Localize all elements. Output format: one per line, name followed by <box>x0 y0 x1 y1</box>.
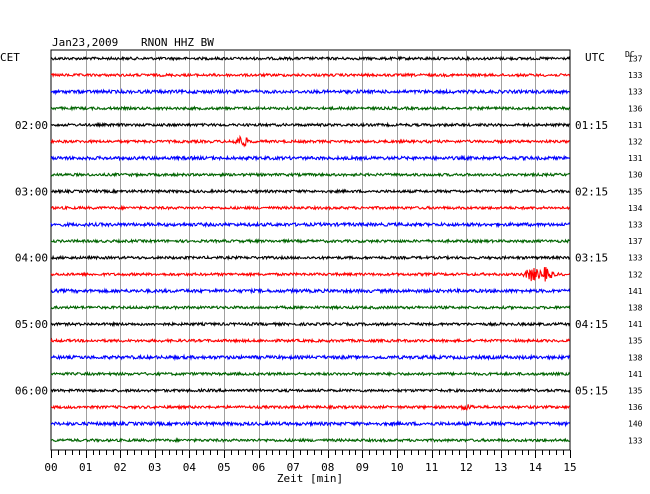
seismic-traces <box>50 55 571 444</box>
plot-frame <box>50 49 571 451</box>
trace-14 <box>50 287 571 295</box>
right-hour-label: 05:15 <box>575 385 608 398</box>
dc-value: 136 <box>628 403 643 412</box>
x-tick-label: 15 <box>563 461 576 474</box>
left-hour-label: 05:00 <box>15 318 48 331</box>
dc-value: 133 <box>628 436 643 445</box>
trace-16 <box>50 320 571 328</box>
left-hour-label: 06:00 <box>15 385 48 398</box>
dc-value: 133 <box>628 221 643 230</box>
trace-5 <box>50 134 570 148</box>
trace-20 <box>50 387 571 394</box>
dc-offset-values: 137 133 133 136 131 132 131 130 135 134 133 137 133 1… <box>628 55 643 446</box>
x-tick-label: 14 <box>529 461 543 474</box>
x-tick-label: 08 <box>321 461 334 474</box>
x-tick-label: 05 <box>217 461 230 474</box>
trace-12 <box>50 254 571 261</box>
x-tick-label: 09 <box>356 461 369 474</box>
dc-value: 131 <box>628 154 643 163</box>
trace-9 <box>50 204 571 212</box>
x-tick-label: 06 <box>252 461 265 474</box>
x-tick-label: 10 <box>390 461 403 474</box>
x-tick-label: 13 <box>494 461 507 474</box>
trace-23 <box>50 437 570 444</box>
trace-21 <box>50 403 570 411</box>
dc-value: 140 <box>628 420 643 429</box>
dc-value: 136 <box>628 104 643 113</box>
trace-18 <box>50 353 571 362</box>
x-tick-label: 02 <box>114 461 127 474</box>
x-tick-label: 00 <box>44 461 57 474</box>
trace-6 <box>50 154 571 162</box>
trace-22 <box>50 420 571 428</box>
time-axis: 00 01 02 03 04 05 06 07 08 09 10 11 12 13 14 15 <box>44 450 577 474</box>
dc-value: 137 <box>628 55 643 64</box>
trace-8 <box>51 188 570 195</box>
dc-value: 131 <box>628 121 643 130</box>
dc-value: 138 <box>628 353 643 362</box>
trace-11 <box>50 238 570 245</box>
right-hour-label: 03:15 <box>575 252 608 265</box>
x-tick-label: 03 <box>148 461 161 474</box>
dc-value: 133 <box>628 71 643 80</box>
trace-1 <box>50 72 571 79</box>
dc-value: 132 <box>628 138 643 147</box>
left-hour-label: 04:00 <box>15 252 48 265</box>
dc-value: 141 <box>628 287 643 296</box>
trace-0 <box>50 55 571 62</box>
dc-value: 137 <box>628 237 643 246</box>
left-hour-label: 02:00 <box>15 119 48 132</box>
dc-value: 138 <box>628 304 643 313</box>
minute-grid <box>50 49 571 451</box>
trace-2 <box>50 88 570 96</box>
x-tick-label: 01 <box>79 461 92 474</box>
dc-value: 141 <box>628 320 643 329</box>
x-tick-label: 12 <box>460 461 473 474</box>
trace-15 <box>50 304 571 311</box>
trace-17 <box>50 337 571 344</box>
left-hour-label: 03:00 <box>15 185 48 198</box>
right-hour-label: 04:15 <box>575 318 608 331</box>
left-timezone-label: CET <box>0 51 20 64</box>
dc-value: 135 <box>628 387 643 396</box>
dc-value: 133 <box>628 254 643 263</box>
dc-column-label: DC <box>625 50 635 59</box>
x-axis-label: Zeit [min] <box>277 472 343 485</box>
trace-19 <box>50 370 571 377</box>
hour-labels: 02:00 03:00 04:00 05:00 06:00 01:15 02:15 03:15… <box>15 119 608 398</box>
station-label: RNON HHZ BW <box>141 36 214 49</box>
dc-value: 130 <box>628 171 643 180</box>
right-hour-label: 01:15 <box>575 119 608 132</box>
dc-value: 135 <box>628 337 643 346</box>
x-tick-label: 04 <box>183 461 197 474</box>
dc-value: 134 <box>628 204 643 213</box>
right-hour-label: 02:15 <box>575 185 608 198</box>
trace-13 <box>50 266 571 282</box>
x-tick-label: 11 <box>425 461 438 474</box>
dc-value: 135 <box>628 187 643 196</box>
right-timezone-label: UTC <box>585 51 605 64</box>
dc-value: 132 <box>628 270 643 279</box>
dc-value: 133 <box>628 88 643 97</box>
trace-7 <box>50 171 570 178</box>
dc-value: 141 <box>628 370 643 379</box>
trace-3 <box>50 105 571 112</box>
trace-4 <box>50 121 570 129</box>
trace-10 <box>50 220 571 229</box>
date-label: Jan23,2009 <box>52 36 118 49</box>
x-tick-label: 07 <box>287 461 300 474</box>
